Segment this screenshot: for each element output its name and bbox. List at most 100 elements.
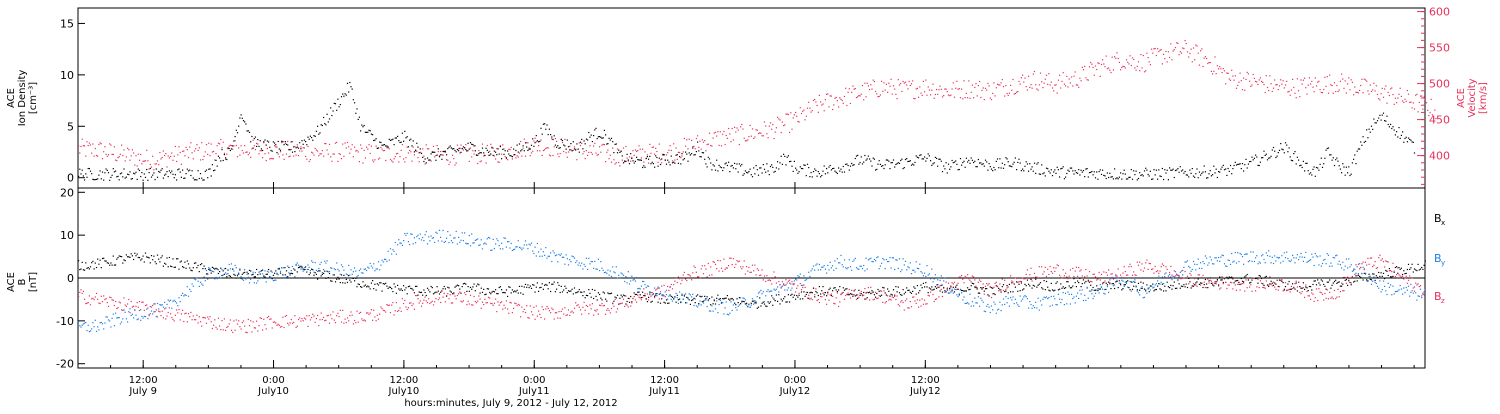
bx-point [90,266,91,267]
by-point [907,266,908,267]
by-point [100,322,101,323]
x-tick-date-label: July12 [779,386,811,397]
velocity-point [373,161,374,162]
velocity-point [1355,92,1356,93]
velocity-point [686,139,687,140]
bx-point [562,291,563,292]
bx-point [894,295,895,296]
bx-point [1403,270,1404,271]
by-point [819,264,820,265]
bx-point [248,273,249,274]
bz-point [276,325,277,326]
bz-point [334,320,335,321]
bx-point [732,298,733,299]
by-point [595,268,596,269]
bz-point [474,296,475,297]
bx-point [359,284,360,285]
by-point [1125,282,1126,283]
bz-point [339,316,340,317]
by-point [868,259,869,260]
by-point [971,306,972,307]
by-point [830,262,831,263]
density-point [1237,164,1238,165]
by-point [227,273,228,274]
bx-point [1189,281,1190,282]
by-point [143,317,144,318]
bx-point [193,267,194,268]
bz-point [448,298,449,299]
bx-point [529,287,530,288]
bx-point [507,296,508,297]
density-point [1389,126,1390,127]
by-point [301,266,302,267]
bx-point [953,287,954,288]
velocity-point [617,148,618,149]
density-point [423,161,424,162]
by-point [145,316,146,317]
velocity-point [741,124,742,125]
velocity-point [1397,98,1398,99]
density-point [758,175,759,176]
by-point [1134,279,1135,280]
bx-point [192,270,193,271]
velocity-point [91,153,92,154]
bz-point [432,301,433,302]
bx-point [389,287,390,288]
velocity-point [589,145,590,146]
density-point [1134,174,1135,175]
density-point [360,130,361,131]
by-point [1211,259,1212,260]
bx-point [1418,264,1419,265]
by-point [1407,290,1408,291]
velocity-point [495,158,496,159]
velocity-point [490,144,491,145]
density-point [226,159,227,160]
by-point [249,282,250,283]
bx-point [147,257,148,258]
by-point [1087,287,1088,288]
density-point [756,165,757,166]
bz-point [84,299,85,300]
bx-point [869,292,870,293]
density-point [453,148,454,149]
by-point [1385,290,1386,291]
bz-point [388,305,389,306]
bx-point [219,271,220,272]
by-point [225,272,226,273]
by-point [759,291,760,292]
density-point [1378,118,1379,119]
velocity-point [196,144,197,145]
density-point [497,148,498,149]
bz-point [281,326,282,327]
bx-point [821,290,822,291]
density-point [1275,157,1276,158]
density-point [690,154,691,155]
velocity-point [366,147,367,148]
density-point [487,150,488,151]
bx-point [1334,281,1335,282]
bx-point [1332,285,1333,286]
by-point [1416,300,1417,301]
by-point [1255,257,1256,258]
by-point [1375,282,1376,283]
bx-point [1199,284,1200,285]
density-point [1229,171,1230,172]
by-point [891,267,892,268]
bx-point [635,294,636,295]
bx-point [554,282,555,283]
velocity-point [311,152,312,153]
velocity-point [186,147,187,148]
density-point [1265,155,1266,156]
by-point [1402,294,1403,295]
by-point [746,304,747,305]
bx-point [139,257,140,258]
bx-point [597,299,598,300]
bx-point [932,289,933,290]
by-point [220,278,221,279]
density-point [1085,169,1086,170]
by-point [833,270,834,271]
by-point [888,261,889,262]
velocity-point [170,156,171,157]
density-point [819,173,820,174]
field-y-tick-label: 0 [67,272,74,285]
